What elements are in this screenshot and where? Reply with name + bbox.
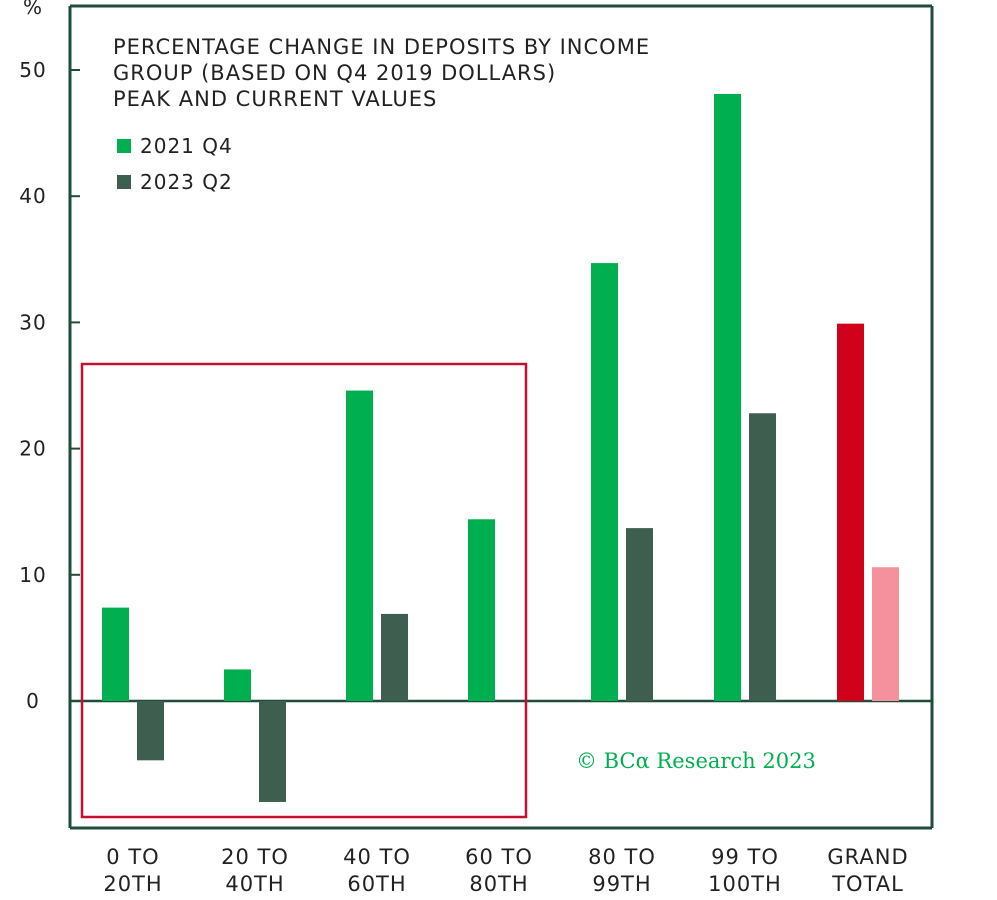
- bar: [468, 519, 495, 701]
- bars: [102, 93, 899, 802]
- bar: [591, 263, 618, 701]
- x-tick-label: 20 TO: [221, 845, 289, 869]
- legend-label: 2021 Q4: [140, 134, 233, 158]
- bar: [626, 528, 653, 701]
- y-tick-label: 0: [26, 689, 40, 713]
- y-tick-label: 50: [19, 58, 46, 82]
- legend-label: 2023 Q2: [140, 170, 233, 194]
- y-axis: 0 10 20 30 40 50: [19, 58, 80, 713]
- x-tick-label: GRAND: [827, 845, 908, 869]
- x-tick-label: 80TH: [469, 872, 528, 896]
- x-tick-label: 60TH: [347, 872, 406, 896]
- bar: [872, 567, 899, 701]
- x-tick-label: 40TH: [225, 872, 284, 896]
- x-axis: 0 TO 20TH 20 TO 40TH 40 TO 60TH 60 TO 80TH 80 TO…: [103, 845, 908, 896]
- title-line: PEAK AND CURRENT VALUES: [113, 87, 437, 111]
- bar: [837, 323, 864, 701]
- x-tick-label: 100TH: [708, 872, 782, 896]
- legend-swatch: [117, 175, 131, 189]
- y-tick-label: 40: [19, 184, 46, 208]
- legend: 2021 Q4 2023 Q2: [117, 134, 233, 194]
- bar: [259, 701, 286, 802]
- bar: [224, 669, 251, 701]
- bar: [381, 613, 408, 701]
- plot-frame: [68, 4, 934, 830]
- bar: [714, 93, 741, 701]
- bar: [102, 607, 129, 701]
- bar: [749, 413, 776, 701]
- legend-swatch: [117, 139, 131, 153]
- y-axis-label: %: [23, 0, 43, 19]
- y-tick-label: 20: [19, 437, 46, 461]
- x-tick-label: 99TH: [592, 872, 651, 896]
- y-tick-label: 30: [19, 310, 46, 334]
- x-tick-label: 40 TO: [343, 845, 411, 869]
- title-line: GROUP (BASED ON Q4 2019 DOLLARS): [113, 61, 556, 85]
- chart-title: PERCENTAGE CHANGE IN DEPOSITS BY INCOMEG…: [113, 35, 650, 111]
- highlight-box: [80, 362, 528, 819]
- annotation-box: [80, 362, 528, 819]
- x-tick-label: TOTAL: [831, 872, 904, 896]
- x-tick-label: 99 TO: [711, 845, 779, 869]
- y-tick-label: 10: [19, 563, 46, 587]
- x-tick-label: 20TH: [103, 872, 162, 896]
- bar: [137, 701, 164, 761]
- x-tick-label: 60 TO: [465, 845, 533, 869]
- x-tick-label: 80 TO: [588, 845, 656, 869]
- title-line: PERCENTAGE CHANGE IN DEPOSITS BY INCOME: [113, 35, 650, 59]
- x-tick-label: 0 TO: [106, 845, 159, 869]
- copyright-text: © BCα Research 2023: [576, 749, 816, 773]
- bar: [346, 390, 373, 701]
